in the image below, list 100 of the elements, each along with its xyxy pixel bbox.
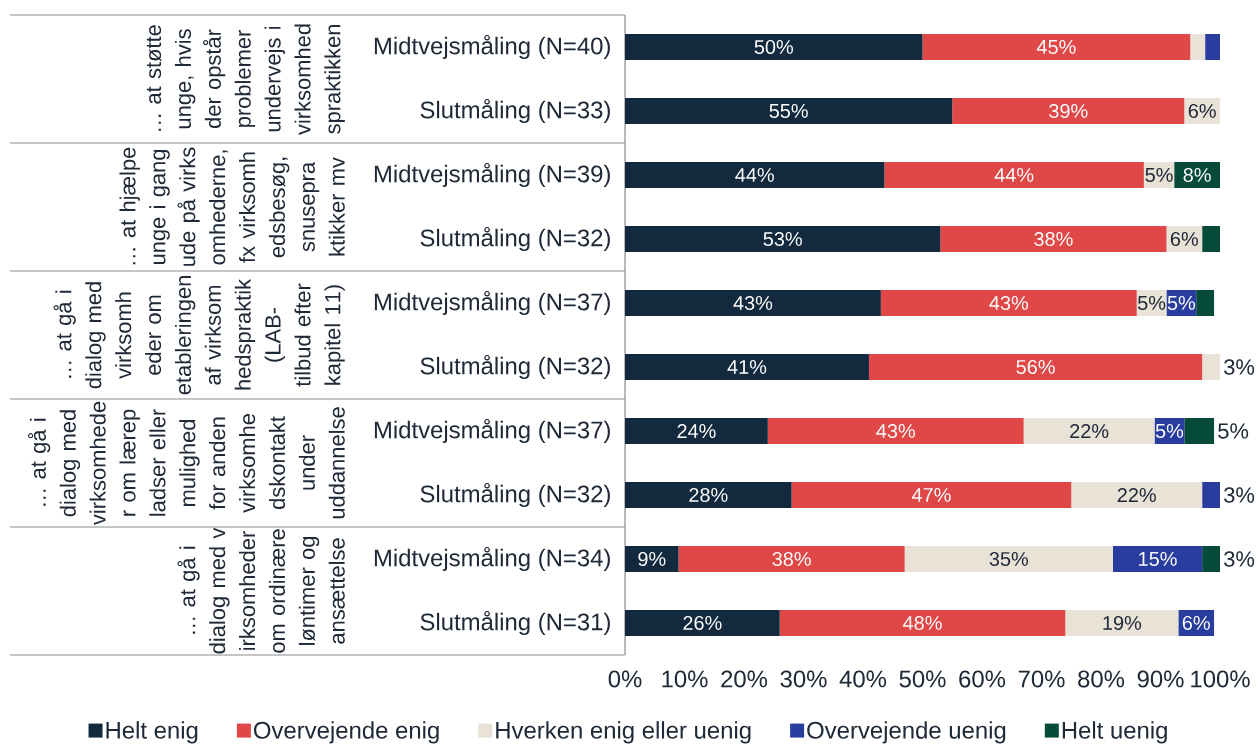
bar	[868, 353, 1203, 380]
data-label: 9%	[638, 551, 666, 567]
bar	[1202, 545, 1221, 572]
data-label: 22%	[1117, 487, 1156, 502]
data-label: 44%	[994, 168, 1034, 182]
bar	[625, 161, 885, 188]
data-label: 39%	[1049, 103, 1088, 119]
bar	[625, 34, 923, 60]
bar	[880, 289, 1137, 316]
data-label: 3%	[1224, 359, 1255, 375]
bar	[625, 417, 768, 444]
bar	[1071, 481, 1203, 508]
data-label: 22%	[1070, 423, 1109, 438]
bar	[1023, 417, 1155, 444]
data-label: 3%	[1224, 551, 1255, 567]
bar	[625, 98, 953, 124]
y-tick-label: Slutmåling (N=33)	[420, 98, 610, 124]
data-label: 5%	[1218, 423, 1249, 439]
data-label: 38%	[1034, 231, 1073, 247]
bar	[1205, 34, 1221, 60]
text: … at gå i dialog med virksomheder om ordinære løntimer og ansættelse	[177, 527, 345, 654]
x-tick-label: 30%	[780, 670, 827, 688]
data-label: 24%	[677, 423, 716, 438]
bar	[779, 609, 1066, 636]
bar	[1202, 481, 1221, 508]
bar	[625, 289, 881, 316]
data-label: 5%	[1145, 167, 1173, 182]
x-tick-label: 40%	[839, 670, 887, 688]
bar	[767, 417, 1024, 444]
data-label: 8%	[1183, 167, 1211, 183]
data-label: 19%	[1103, 615, 1142, 631]
y-tick-label: Slutmåling (N=31)	[420, 610, 610, 636]
y-tick-label: Slutmåling (N=32)	[420, 482, 610, 508]
bar	[1202, 353, 1221, 380]
x-tick-label: 90%	[1137, 670, 1184, 688]
text: … at hjælpe unge i gang ude på virksomhederne, fx virksomhedsbesøg, snusepraktikker mv	[119, 147, 345, 266]
data-label: 47%	[911, 488, 951, 502]
x-tick-label: 20%	[721, 670, 768, 688]
y-tick-label: Midtvejsmåling (N=37)	[374, 418, 610, 444]
bar	[940, 225, 1167, 252]
data-label: 55%	[769, 103, 808, 118]
bar	[952, 98, 1185, 124]
data-label: 5%	[1167, 295, 1196, 310]
legend-label: Hverken enig eller uenig	[496, 721, 751, 744]
text: … at gå i dialog med virksomheder om etableringen af virksomhedspraktik (LAB-tilbud efter kapitel 11)	[53, 276, 345, 395]
bar	[625, 481, 792, 508]
x-tick-label: 70%	[1018, 670, 1065, 688]
x-tick-label: 80%	[1078, 670, 1125, 688]
data-label: 43%	[876, 423, 915, 439]
x-tick-label: 0%	[608, 670, 642, 688]
data-label: 26%	[683, 615, 722, 631]
bar	[1190, 34, 1206, 60]
bar	[1112, 545, 1203, 572]
x-tick-label: 10%	[662, 670, 708, 688]
data-label: 53%	[763, 231, 802, 247]
bar	[1184, 417, 1215, 444]
y-tick-label: Slutmåling (N=32)	[420, 226, 610, 252]
data-label: 56%	[1016, 359, 1055, 375]
y-tick-label: Midtvejsmåling (N=39)	[374, 162, 610, 188]
data-label: 3%	[1224, 487, 1255, 503]
text: … at gå i dialog med virksomheder om lærepladser eller mulighed for anden virksomhedskontakt under uddannelse	[28, 401, 345, 526]
bar	[625, 609, 780, 636]
bar	[1065, 609, 1179, 636]
bar	[884, 161, 1144, 188]
bar	[791, 481, 1072, 508]
data-label: 6%	[1182, 615, 1210, 631]
data-label: 43%	[989, 295, 1029, 311]
text: … at støtte unge, hvis der opstår problemer undervejs i virksomhedspraktikken	[146, 24, 345, 135]
legend-label: Helt uenig	[1062, 721, 1167, 744]
data-label: 38%	[772, 551, 811, 567]
data-label: 28%	[689, 487, 728, 503]
bar	[922, 34, 1191, 60]
data-label: 41%	[727, 360, 767, 374]
legend-label: Overvejende enig	[254, 721, 439, 744]
bar	[678, 545, 905, 572]
bar	[1202, 225, 1221, 252]
bar	[625, 225, 941, 252]
bar	[1196, 289, 1215, 316]
data-label: 6%	[1170, 231, 1198, 247]
bar	[625, 353, 869, 380]
data-label: 44%	[735, 168, 774, 182]
data-label: 5%	[1137, 295, 1166, 310]
x-tick-label: 50%	[899, 670, 946, 688]
data-label: 43%	[733, 295, 773, 311]
data-label: 35%	[989, 551, 1029, 567]
data-label: 15%	[1139, 551, 1177, 566]
data-label: 5%	[1155, 423, 1184, 438]
legend-label: Helt enig	[106, 721, 198, 744]
data-label: 48%	[903, 615, 942, 631]
x-tick-label: 100%	[1191, 670, 1250, 688]
legend-label: Overvejende uenig	[807, 721, 1006, 744]
y-tick-label: Midtvejsmåling (N=37)	[374, 290, 610, 316]
y-tick-label: Midtvejsmåling (N=34)	[374, 546, 610, 572]
data-label: 6%	[1188, 103, 1216, 119]
x-tick-label: 60%	[959, 670, 1006, 688]
bar	[904, 545, 1113, 572]
data-label: 50%	[754, 39, 793, 55]
data-label: 45%	[1036, 39, 1076, 54]
y-tick-label: Slutmåling (N=32)	[420, 354, 610, 380]
bar	[625, 545, 679, 572]
